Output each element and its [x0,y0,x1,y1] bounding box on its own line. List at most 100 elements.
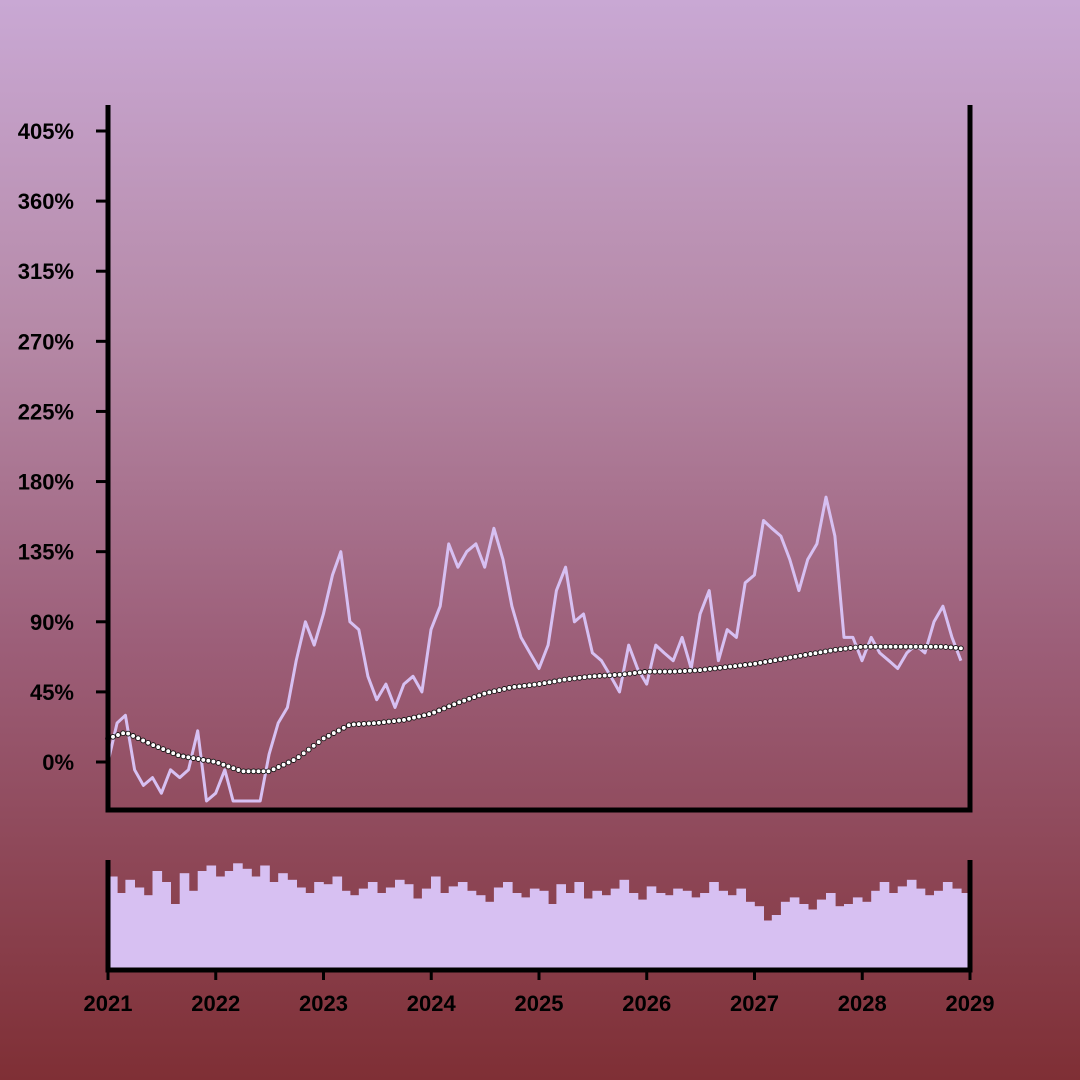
volume-bar [287,879,297,970]
trend-dot [516,683,523,690]
volume-bar [503,882,513,970]
volume-bar [314,882,324,970]
trend-dot [732,663,738,669]
trend-dot [521,682,528,689]
trend-dot [902,643,909,650]
trend-dot [887,643,894,650]
trend-dot [772,657,779,664]
trend-dot [215,760,222,766]
trend-dot [300,750,307,757]
trend-dot [466,695,473,702]
volume-bar [700,893,710,970]
trend-dot [511,684,518,690]
trend-dot [150,742,157,748]
trend-dot [406,715,412,722]
volume-bar [960,893,971,970]
x-tick-label: 2027 [730,991,779,1016]
volume-bar [664,895,674,970]
volume-bar [888,893,899,970]
volume-bar [628,893,639,970]
trend-dot [441,705,447,712]
trend-dot [230,765,237,772]
volume-bar [117,893,127,970]
volume-bar [548,904,558,970]
trend-dot [421,712,427,719]
trend-dot [391,718,397,724]
main-line-chart: 0% 45% 90% 135% 180% 225% 270% 315% 360% 405% [18,105,973,813]
trend-dot [245,768,252,775]
volume-bar [278,873,288,970]
trend-dot [742,662,748,668]
trend-dot [366,720,372,727]
trend-dot [792,653,799,660]
trend-dot [355,721,362,727]
volume-bar [395,879,405,970]
trend-dot [220,761,227,768]
volume-bar [718,890,728,970]
volume-bar [771,915,782,970]
volume-bar [421,888,432,970]
volume-bar [834,906,845,970]
trend-dot [320,735,327,742]
volume-bar [376,893,387,970]
trend-dot [586,673,593,680]
trend-dot [697,667,703,673]
volume-bar [242,868,252,970]
volume-bar [340,890,351,970]
trend-dot [561,676,568,683]
trend-dot [325,732,332,739]
trend-dot [340,724,347,731]
trend-dot [361,720,367,727]
volume-bar [413,898,423,970]
trend-dotted-series [105,643,964,775]
trend-dot [110,733,116,740]
trend-dot [692,667,698,674]
volume-bar [915,888,926,970]
volume-bar [565,893,576,970]
trend-dot [290,757,297,763]
volume-bar [745,901,755,970]
trend-dot [777,656,784,663]
volume-bar [646,886,657,970]
trend-dot [571,675,578,682]
trend-dot [496,687,503,693]
volume-bar [637,899,648,970]
trend-dot [787,654,794,661]
trend-dot [677,668,683,675]
trend-dot [416,713,422,720]
trend-dot [350,721,357,728]
volume-bar [529,888,540,970]
trend-dot [707,666,713,672]
trend-dot [551,678,558,685]
trend-dot [651,668,658,675]
volume-bar [161,882,171,970]
volume-bar [942,882,953,970]
volume-bar [879,882,890,970]
trend-dot [942,644,949,650]
trend-dot [471,694,478,700]
volume-bar [610,888,621,970]
volume-bar [134,887,145,970]
trend-dot [581,674,588,681]
volume-bar [727,895,737,970]
volume-bar [251,876,261,970]
trend-dot [155,744,162,750]
volume-bar [592,890,602,970]
trend-dot [847,645,854,651]
volume-bar [296,887,306,970]
trend-dot [140,737,146,744]
trend-dot [857,644,864,650]
trend-dot [531,681,538,688]
trend-dot [958,645,964,652]
y-tick-label: 270% [18,329,74,354]
trend-dot [190,755,197,761]
trend-dot [381,719,387,726]
trend-dot [310,742,317,749]
y-tick-label: 135% [18,540,74,565]
volume-bar [466,890,477,970]
trend-dot [491,688,498,695]
trend-dot [456,699,463,706]
volume-bar [143,895,153,970]
volume-bar [924,895,935,970]
trend-dot [947,644,954,651]
